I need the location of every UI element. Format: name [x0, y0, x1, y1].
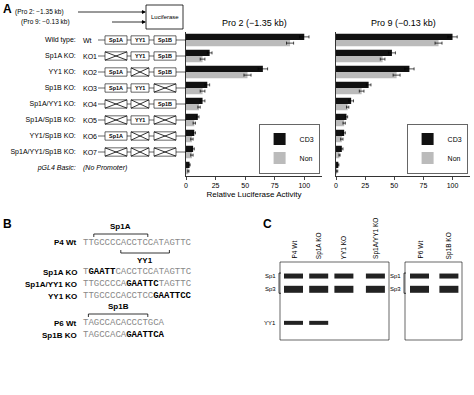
svg-text:KO4: KO4 — [83, 101, 97, 108]
svg-text:0: 0 — [334, 182, 338, 189]
svg-text:TGAATTCACCTCCATAGTTC: TGAATTCACCTCCATAGTTC — [83, 267, 192, 277]
svg-text:P4 Wt: P4 Wt — [291, 241, 298, 259]
svg-text:Sp1A/YY1 KO: Sp1A/YY1 KO — [372, 218, 380, 259]
svg-text:Sp1A: Sp1A — [109, 85, 123, 91]
svg-text:KO5: KO5 — [83, 117, 97, 124]
svg-text:B: B — [3, 217, 12, 231]
svg-text:KO7: KO7 — [83, 149, 97, 156]
svg-text:TAGCCACAGAATTCA: TAGCCACAGAATTCA — [83, 330, 165, 340]
svg-text:Sp3: Sp3 — [265, 286, 276, 292]
svg-text:25: 25 — [361, 182, 369, 189]
svg-text:YY1 KO:: YY1 KO: — [49, 68, 76, 75]
svg-text:Sp1B: Sp1B — [158, 53, 172, 59]
svg-text:Sp1A/YY1 KO: Sp1A/YY1 KO — [25, 280, 77, 289]
svg-text:Pro 2 (−1.35 kb): Pro 2 (−1.35 kb) — [222, 18, 287, 28]
svg-text:YY1 KO: YY1 KO — [48, 292, 77, 301]
svg-text:Sp1: Sp1 — [265, 273, 276, 279]
svg-text:(Pro 2: −1.35 kb): (Pro 2: −1.35 kb) — [15, 8, 64, 16]
svg-text:YY1: YY1 — [135, 85, 145, 91]
svg-text:Sp1B KO:: Sp1B KO: — [45, 84, 76, 92]
svg-text:75: 75 — [271, 182, 279, 189]
svg-text:Relative Luciferase Activity: Relative Luciferase Activity — [206, 190, 301, 199]
svg-text:Sp1B: Sp1B — [158, 37, 172, 43]
svg-text:YY1: YY1 — [135, 53, 145, 59]
svg-text:Sp1A/Sp1B KO:: Sp1A/Sp1B KO: — [26, 116, 76, 124]
svg-text:YY1: YY1 — [135, 37, 145, 43]
svg-text:Sp1A: Sp1A — [110, 222, 131, 231]
svg-text:TAGCCACACCCTGCA: TAGCCACACCCTGCA — [83, 318, 165, 328]
svg-text:KO1: KO1 — [83, 53, 97, 60]
svg-text:Non: Non — [300, 155, 313, 162]
svg-text:YY1/Sp1B KO:: YY1/Sp1B KO: — [29, 132, 75, 140]
svg-text:P6 Wt: P6 Wt — [417, 241, 424, 259]
svg-text:100: 100 — [447, 182, 459, 189]
svg-text:Pro 9 (−0.13 kb): Pro 9 (−0.13 kb) — [371, 18, 436, 28]
svg-text:pGL4 Basic:: pGL4 Basic: — [37, 164, 76, 172]
svg-text:KO3: KO3 — [83, 85, 97, 92]
svg-text:KO6: KO6 — [83, 133, 97, 140]
svg-text:Sp1A KO: Sp1A KO — [43, 268, 77, 277]
svg-text:TTGCCCCAGAATTCTAGTTC: TTGCCCCAGAATTCTAGTTC — [83, 279, 192, 289]
svg-text:Sp1A KO:: Sp1A KO: — [45, 52, 76, 60]
svg-text:A: A — [3, 2, 12, 16]
svg-text:Wt: Wt — [83, 37, 92, 44]
svg-text:Sp1A KO: Sp1A KO — [315, 232, 323, 259]
svg-text:75: 75 — [419, 182, 427, 189]
svg-text:Sp1B: Sp1B — [158, 101, 172, 107]
svg-text:Sp1B: Sp1B — [108, 302, 129, 311]
svg-text:Sp1A: Sp1A — [109, 133, 123, 139]
svg-text:CD3: CD3 — [300, 136, 314, 143]
svg-text:50: 50 — [241, 182, 249, 189]
svg-text:P4 Wt: P4 Wt — [54, 238, 77, 247]
svg-text:Sp1B KO: Sp1B KO — [445, 232, 453, 259]
svg-text:25: 25 — [212, 182, 220, 189]
svg-text:P6 Wt: P6 Wt — [54, 319, 77, 328]
svg-text:KO2: KO2 — [83, 69, 97, 76]
svg-text:YY1: YY1 — [137, 256, 153, 265]
svg-text:(Pro 9: −0.13 kb): (Pro 9: −0.13 kb) — [21, 18, 70, 26]
svg-text:100: 100 — [298, 182, 310, 189]
svg-text:Luciferase: Luciferase — [151, 14, 179, 20]
svg-text:0: 0 — [184, 182, 188, 189]
svg-text:CD3: CD3 — [448, 136, 462, 143]
svg-text:Wild type:: Wild type: — [45, 36, 76, 44]
svg-text:YY1 KO: YY1 KO — [340, 236, 347, 259]
svg-text:Non: Non — [448, 155, 461, 162]
svg-text:C: C — [263, 217, 272, 231]
svg-text:Sp1A/YY1 KO:: Sp1A/YY1 KO: — [29, 100, 75, 108]
svg-text:Sp1B KO: Sp1B KO — [42, 331, 77, 340]
svg-text:Sp1A: Sp1A — [109, 37, 123, 43]
svg-text:YY1: YY1 — [264, 320, 276, 326]
svg-text:Sp1B: Sp1B — [158, 69, 172, 75]
svg-text:Sp1: Sp1 — [390, 273, 401, 279]
svg-text:50: 50 — [390, 182, 398, 189]
svg-text:TTGCCCCACCTCCATAGTTC: TTGCCCCACCTCCATAGTTC — [83, 238, 192, 248]
svg-text:(No Promoter): (No Promoter) — [83, 164, 127, 172]
svg-text:YY1: YY1 — [135, 117, 145, 123]
svg-text:TTGCCCCACCTCCGAATTCC: TTGCCCCACCTCCGAATTCC — [83, 291, 192, 301]
svg-text:Sp1A/YY1/Sp1B KO:: Sp1A/YY1/Sp1B KO: — [10, 148, 75, 156]
svg-text:Sp1A: Sp1A — [109, 69, 123, 75]
svg-text:Sp3: Sp3 — [390, 286, 401, 292]
